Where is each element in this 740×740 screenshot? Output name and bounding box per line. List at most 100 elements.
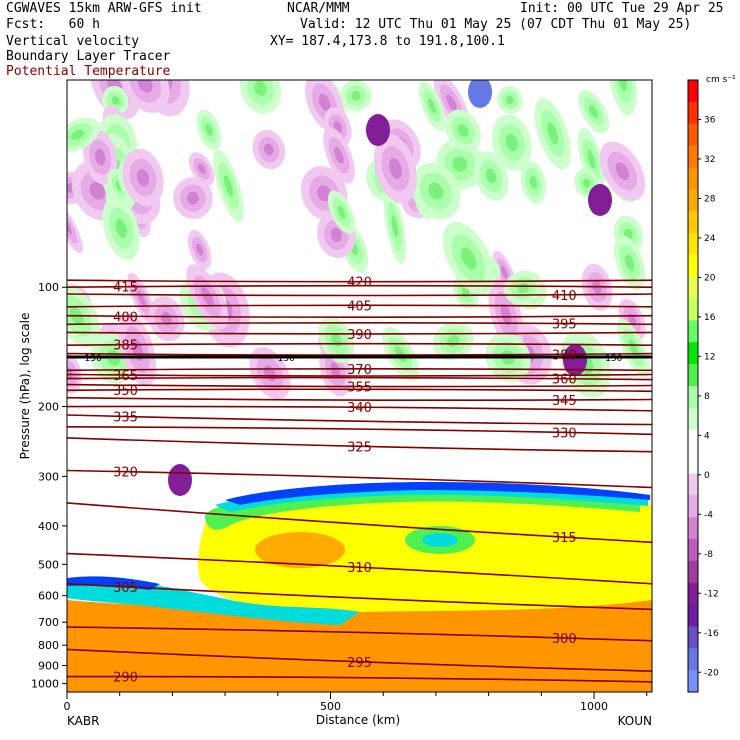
colorbar-swatch [688,407,698,431]
colorbar-swatch [688,189,698,212]
x-axis: 0 500 1000 [64,692,648,713]
downdraft-cell [389,158,402,180]
colorbar: 36 32 28 24 20 16 12 8 4 0 -4 -8 -12 -16 -20 [687,79,719,693]
header-org: NCAR/MMM [287,1,350,16]
colorbar-swatch [688,276,698,300]
header-valid: Valid: 12 UTC Thu 01 May 25 (07 CDT Thu … [300,17,692,32]
theta-label-370: 370 [347,363,372,378]
colorbar-label: 4 [704,431,710,441]
strong-downdraft-cell [366,114,390,146]
theta-contour-305 [67,583,652,611]
theta-contour-355 [67,383,652,388]
updraft-cell [351,90,361,101]
theta-contour-300 [67,626,652,642]
theta-contour-320 [67,469,652,489]
colorbar-swatch [688,167,698,190]
updraft-cell [460,247,477,270]
colorbar-swatch [688,298,698,321]
theta-contour-350 [67,388,652,393]
y-tick-label: 600 [38,590,59,603]
colorbar-label: 16 [704,313,716,323]
endpoint-left: KABR [67,714,99,728]
theta-label-355: 355 [347,381,372,396]
theta-contour-400 [67,314,652,318]
downdraft-cell [500,303,512,326]
colorbar-swatch [688,342,698,365]
colorbar-swatch [688,429,698,453]
downdraft-cell [196,243,204,256]
updraft-cell [624,254,635,271]
updraft-cell [115,218,127,238]
y-tick-label: 500 [38,558,59,571]
tracer-150-label: 150 [85,354,102,364]
theta-label-360: 360 [552,373,577,388]
updraft-cell [517,282,530,294]
theta-label-380: 380 [552,348,577,363]
plot-frame [66,79,653,693]
updraft-cell [588,104,599,119]
tracer-cyan-pocket [422,533,458,547]
theta-label-305: 305 [113,581,138,596]
colorbar-swatch [688,473,698,496]
colorbar-unit: cm s⁻¹ [706,75,736,85]
tracer-blue-edge [225,482,650,505]
colorbar-swatch [688,604,698,627]
theta-label-390: 390 [347,328,372,343]
colorbar-label: 12 [704,352,715,362]
theta-contour-405 [67,304,652,308]
strong-downdraft-cell [588,184,612,216]
theta-contour-380 [67,352,652,356]
downdraft-cell [263,143,274,156]
y-tick-label: 300 [38,470,59,483]
updraft-cell [337,205,346,219]
y-axis-label: Pressure (hPa), log scale [18,313,32,460]
colorbar-swatch [688,626,698,649]
y-tick-label: 900 [38,659,59,672]
x-tick-label: 500 [320,700,341,713]
strong-downdraft-cell [468,80,492,108]
colorbar-label: 24 [704,234,716,244]
strong-downdraft-cell [168,464,192,496]
colorbar-swatch [688,145,698,168]
theta-contour-340 [67,405,652,412]
theta-label-325: 325 [347,440,372,455]
theta-label-315: 315 [552,531,577,546]
downdraft-cell [446,94,457,112]
colorbar-label: 36 [704,115,716,125]
downdraft-cell [197,163,206,174]
strong-downdraft-cell [563,344,587,376]
downdraft-cell [615,162,630,180]
downdraft-cell [201,286,214,307]
theta-label-385: 385 [113,339,138,354]
header-field-vertical-velocity: Vertical velocity [6,34,140,49]
updraft-cell [506,95,514,105]
theta-label-410: 410 [552,289,577,304]
x-tick-label: 1000 [580,700,608,713]
downdraft-cell [89,181,105,200]
updraft-cell [618,80,627,92]
downdraft-cell [330,362,340,378]
tracer-150-label: 150 [278,354,295,364]
colorbar-label: -16 [704,629,719,639]
y-tick-label: 800 [38,639,59,652]
theta-contour-410 [67,293,652,297]
colorbar-swatch [688,233,698,256]
theta-label-350: 350 [113,384,138,399]
updraft-cell [223,174,234,197]
updraft-cell [587,149,596,169]
theta-label-295: 295 [347,656,372,671]
theta-label-395: 395 [552,318,577,333]
updraft-cell [485,168,497,184]
downdraft-cell [161,312,172,326]
tracer-left-lobe-cyan [67,578,360,625]
updraft-cell [457,124,469,137]
header-field-theta: Potential Temperature [6,64,171,79]
updraft-cell [505,134,518,152]
theta-contour-360 [67,376,652,381]
theta-label-345: 345 [552,394,577,409]
theta-label-300: 300 [552,632,577,647]
theta-contour-390 [67,331,652,335]
downdraft-cell [500,265,508,279]
